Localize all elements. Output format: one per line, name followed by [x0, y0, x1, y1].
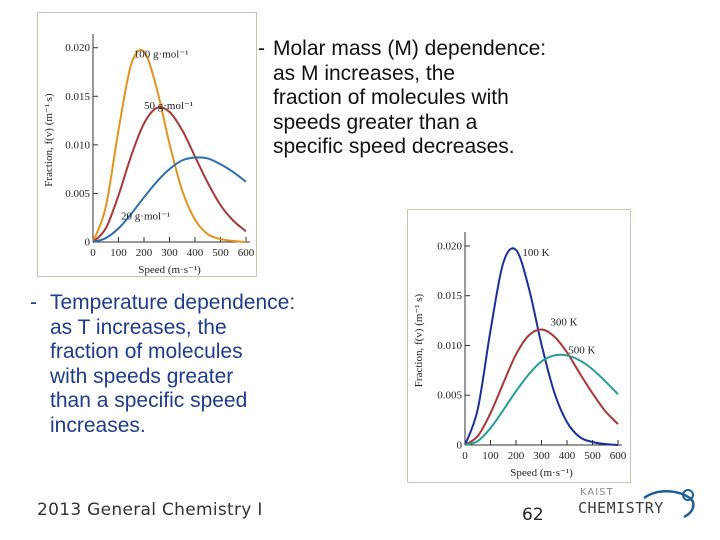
- series-label: 100 K: [522, 247, 549, 259]
- x-tick-label: 200: [136, 247, 153, 259]
- temperature-chart-panel: 0 0.005 0.010 0.015 0.020 0 100 200 300 400 500 600…: [407, 209, 631, 483]
- x-tick-label: 400: [187, 247, 204, 259]
- series-line: [92, 156, 247, 243]
- y-axis-label: Fraction, f(v) (m⁻¹ s): [43, 93, 55, 187]
- x-tick-label: 0: [90, 247, 96, 259]
- series-label: 500 K: [568, 344, 595, 356]
- logo-top-text: KAIST: [580, 487, 614, 498]
- series-line: [464, 328, 619, 446]
- bullet-line: as T increases, the: [50, 315, 227, 339]
- x-tick-label: 300: [533, 450, 550, 462]
- course-footer: 2013 General Chemistry I: [37, 500, 263, 520]
- y-tick-label: 0.015: [437, 290, 462, 302]
- y-tick-label: 0.020: [437, 240, 462, 252]
- molar-mass-chart: 0 0.005 0.010 0.015 0.020 0 100 200 300 400 500 600…: [43, 34, 255, 276]
- x-tick-label: 500: [584, 450, 601, 462]
- x-axis-label: Speed (m·s⁻¹): [510, 467, 573, 479]
- series-line: [92, 106, 247, 243]
- series-label: 20 g·mol⁻¹: [121, 211, 170, 223]
- bullet-dash: -: [30, 291, 37, 314]
- y-tick-label: 0: [85, 237, 91, 249]
- bullet-line: than a specific speed: [50, 389, 248, 412]
- x-tick-label: 400: [559, 450, 576, 462]
- logo-ring-icon: [682, 489, 694, 501]
- x-axis-label: Speed (m·s⁻¹): [138, 264, 201, 276]
- bullet-line: fraction of molecules: [50, 340, 243, 363]
- molar-mass-chart-panel: 0 0.005 0.010 0.015 0.020 0 100 200 300 400 500 600…: [37, 12, 257, 277]
- y-axis-label: Fraction, f(v) (m⁻¹ s): [413, 293, 425, 387]
- temperature-chart: 0 0.005 0.010 0.015 0.020 0 100 200 300 400 500 600…: [413, 232, 627, 479]
- page-number: 62: [522, 505, 544, 525]
- y-tick-label: 0.020: [65, 42, 90, 54]
- y-tick-label: 0.015: [65, 91, 90, 103]
- x-tick-label: 100: [110, 247, 127, 259]
- bullet-line: fraction of molecules with: [273, 86, 509, 109]
- molar-mass-bullet-body: Molar mass (M) dependence: as M increase…: [273, 37, 623, 160]
- series-line: [92, 49, 247, 243]
- logo-bottom-text: CHEMISTRY: [578, 499, 664, 517]
- bullet-line: specific speed decreases.: [273, 135, 515, 158]
- kaist-chemistry-logo: KAIST CHEMISTRY: [578, 487, 695, 519]
- x-tick-label: 200: [508, 450, 525, 462]
- x-tick-label: 0: [462, 450, 468, 462]
- bullet-line: as M increases, the: [273, 61, 456, 85]
- bullet-line: Temperature dependence:: [50, 291, 296, 314]
- series-label: 50 g·mol⁻¹: [144, 100, 193, 112]
- series-label: 100 g·mol⁻¹: [134, 48, 189, 60]
- bullet-line: Molar mass (M) dependence:: [273, 37, 547, 60]
- bullet-line: speeds greater than a: [273, 110, 478, 134]
- y-tick-label: 0.005: [437, 390, 462, 402]
- logo-swoosh-icon: [643, 490, 695, 519]
- series-line: [464, 247, 619, 446]
- x-tick-label: 300: [161, 247, 178, 259]
- temperature-bullet-body: Temperature dependence: as T increases, …: [50, 291, 370, 438]
- bullet-line: with speeds greater: [50, 364, 234, 388]
- x-tick-label: 100: [482, 450, 499, 462]
- bullet-dash: -: [258, 37, 265, 60]
- y-tick-label: 0.010: [65, 139, 90, 151]
- series-label: 300 K: [550, 317, 577, 329]
- series-line: [464, 353, 619, 446]
- x-tick-label: 500: [212, 247, 229, 259]
- bullet-line: increases.: [50, 413, 146, 437]
- y-tick-label: 0.005: [65, 188, 90, 200]
- y-tick-label: 0: [457, 440, 463, 452]
- y-tick-label: 0.010: [437, 340, 462, 352]
- x-tick-label: 600: [610, 450, 627, 462]
- x-tick-label: 600: [238, 247, 255, 259]
